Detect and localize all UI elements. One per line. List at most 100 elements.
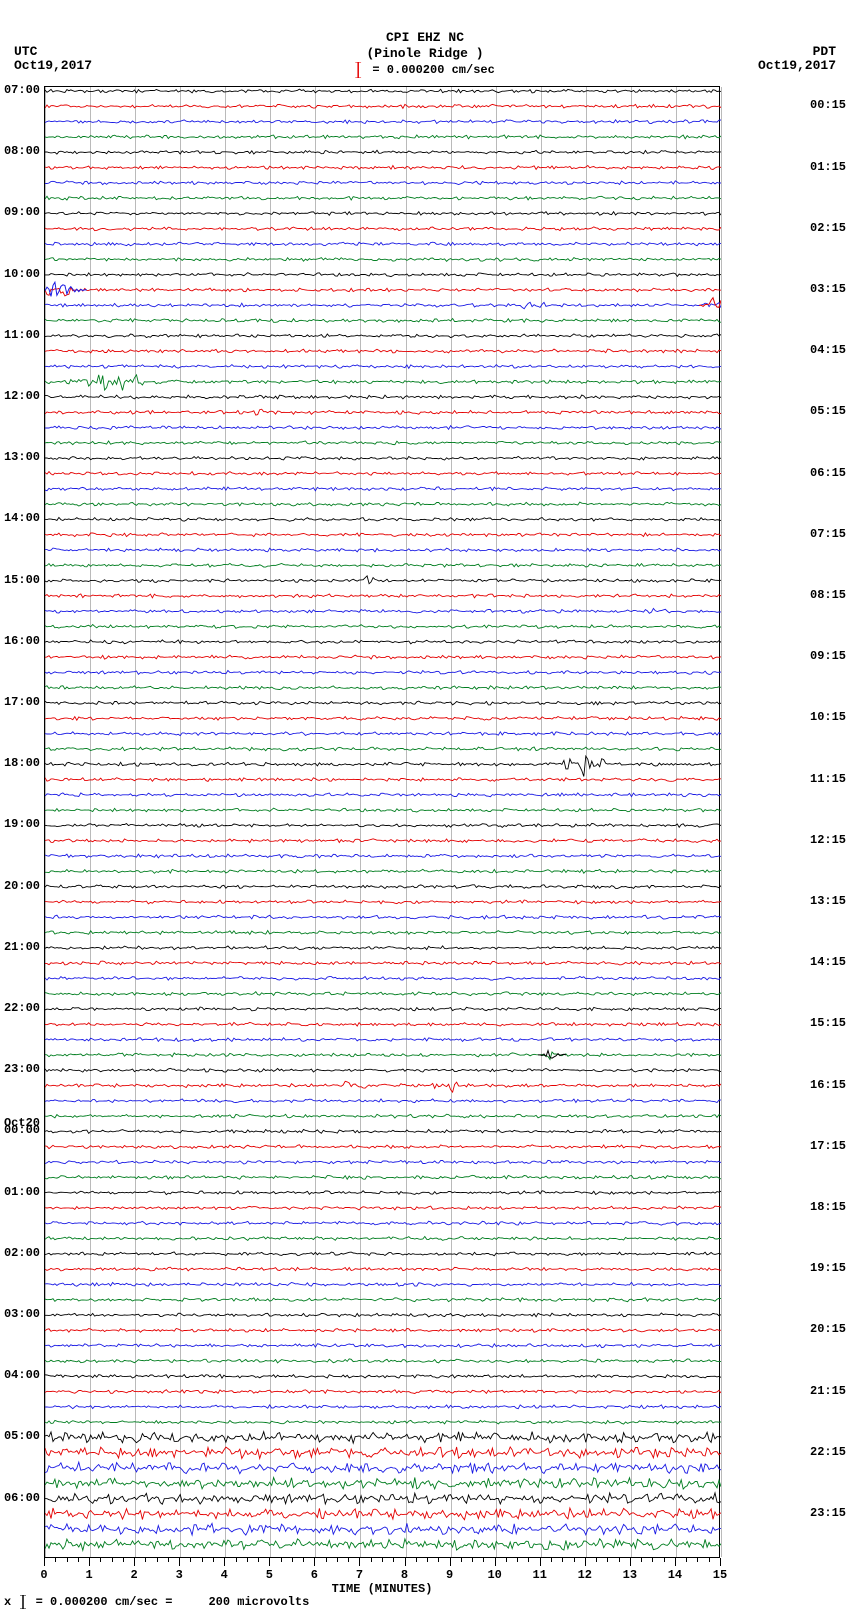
trace-row bbox=[45, 409, 721, 415]
trace-row bbox=[45, 1390, 721, 1394]
utc-hour-label: 05:00 bbox=[4, 1429, 40, 1443]
trace-row bbox=[45, 1038, 721, 1042]
utc-hour-label: 10:00 bbox=[4, 267, 40, 281]
seismogram-traces bbox=[45, 87, 721, 1559]
trace-row bbox=[45, 671, 721, 675]
trace-row bbox=[45, 227, 721, 231]
right-time-labels: 00:1501:1502:1503:1504:1505:1506:1507:15… bbox=[806, 86, 850, 1558]
utc-hour-label: 21:00 bbox=[4, 940, 40, 954]
trace-row bbox=[45, 242, 721, 246]
x-tick-major bbox=[675, 1558, 676, 1566]
x-tick-minor bbox=[562, 1558, 563, 1562]
trace-row bbox=[45, 747, 721, 751]
utc-hour-label: 16:00 bbox=[4, 634, 40, 648]
trace-row bbox=[45, 319, 721, 323]
utc-hour-label: 15:00 bbox=[4, 573, 40, 587]
utc-hour-label: 22:00 bbox=[4, 1001, 40, 1015]
scale-mark: = 0.000200 cm/sec bbox=[355, 62, 495, 78]
x-tick-minor bbox=[55, 1558, 56, 1562]
utc-hour-label: 09:00 bbox=[4, 205, 40, 219]
x-tick-minor bbox=[528, 1558, 529, 1562]
footer-prefix: x bbox=[4, 1595, 11, 1609]
pdt-hour-label: 03:15 bbox=[810, 282, 846, 296]
pdt-hour-label: 09:15 bbox=[810, 649, 846, 663]
x-tick-minor bbox=[697, 1558, 698, 1562]
pdt-hour-label: 07:15 bbox=[810, 527, 846, 541]
trace-row bbox=[45, 502, 721, 506]
x-tick-major bbox=[134, 1558, 135, 1566]
trace-row bbox=[45, 1252, 721, 1256]
pdt-hour-label: 08:15 bbox=[810, 588, 846, 602]
pdt-hour-label: 02:15 bbox=[810, 221, 846, 235]
trace-row bbox=[45, 1145, 721, 1149]
trace-row bbox=[45, 1420, 721, 1424]
trace-row bbox=[45, 778, 721, 782]
x-tick-minor bbox=[100, 1558, 101, 1562]
x-tick-major bbox=[495, 1558, 496, 1566]
x-tick-minor bbox=[247, 1558, 248, 1562]
pdt-hour-label: 17:15 bbox=[810, 1139, 846, 1153]
x-tick-label: 14 bbox=[668, 1568, 682, 1582]
x-tick-minor bbox=[281, 1558, 282, 1562]
x-tick-label: 8 bbox=[401, 1568, 408, 1582]
x-tick-minor bbox=[258, 1558, 259, 1562]
trace-row bbox=[45, 1523, 721, 1535]
trace-row bbox=[45, 181, 721, 185]
trace-row bbox=[45, 1374, 721, 1378]
utc-hour-label: 06:00 bbox=[4, 1491, 40, 1505]
utc-hour-label: 20:00 bbox=[4, 879, 40, 893]
trace-row bbox=[45, 166, 721, 170]
pdt-hour-label: 00:15 bbox=[810, 98, 846, 112]
trace-row bbox=[45, 1328, 721, 1332]
trace-row bbox=[45, 946, 721, 950]
x-tick-label: 15 bbox=[713, 1568, 727, 1582]
x-tick-minor bbox=[461, 1558, 462, 1562]
x-tick-minor bbox=[619, 1558, 620, 1562]
trace-row bbox=[45, 885, 721, 889]
x-tick-minor bbox=[709, 1558, 710, 1562]
utc-hour-label: 07:00 bbox=[4, 83, 40, 97]
trace-row bbox=[45, 365, 721, 369]
trace-row bbox=[45, 869, 721, 873]
pdt-hour-label: 18:15 bbox=[810, 1200, 846, 1214]
x-tick-minor bbox=[427, 1558, 428, 1562]
utc-hour-label: 12:00 bbox=[4, 389, 40, 403]
utc-hour-label: 23:00 bbox=[4, 1062, 40, 1076]
trace-row bbox=[45, 426, 721, 430]
x-tick-label: 5 bbox=[266, 1568, 273, 1582]
trace-row bbox=[45, 258, 721, 262]
trace-row bbox=[45, 548, 721, 552]
pdt-hour-label: 04:15 bbox=[810, 343, 846, 357]
trace-row bbox=[45, 915, 721, 919]
x-tick-minor bbox=[303, 1558, 304, 1562]
pdt-hour-label: 05:15 bbox=[810, 404, 846, 418]
x-tick-major bbox=[630, 1558, 631, 1566]
trace-row bbox=[45, 1114, 721, 1118]
footer-mid: = 0.000200 cm/sec = bbox=[36, 1595, 173, 1609]
x-tick-label: 7 bbox=[356, 1568, 363, 1582]
trace-row bbox=[45, 441, 721, 445]
x-tick-major bbox=[585, 1558, 586, 1566]
x-tick-minor bbox=[393, 1558, 394, 1562]
x-tick-label: 12 bbox=[578, 1568, 592, 1582]
trace-row bbox=[45, 1344, 721, 1348]
pdt-hour-label: 13:15 bbox=[810, 894, 846, 908]
x-tick-label: 1 bbox=[85, 1568, 92, 1582]
trace-row bbox=[45, 756, 721, 776]
trace-row bbox=[45, 716, 721, 720]
x-tick-minor bbox=[596, 1558, 597, 1562]
trace-row bbox=[45, 518, 721, 522]
x-tick-minor bbox=[551, 1558, 552, 1562]
trace-row bbox=[45, 533, 721, 537]
trace-row bbox=[45, 1508, 721, 1520]
utc-day-label: Oct20 bbox=[4, 1116, 40, 1130]
trace-row bbox=[45, 375, 721, 391]
utc-hour-label: 14:00 bbox=[4, 511, 40, 525]
x-tick-minor bbox=[292, 1558, 293, 1562]
pdt-hour-label: 15:15 bbox=[810, 1016, 846, 1030]
x-tick-minor bbox=[574, 1558, 575, 1562]
pdt-hour-label: 22:15 bbox=[810, 1445, 846, 1459]
trace-row bbox=[45, 1068, 721, 1072]
left-time-labels: 07:0008:0009:0010:0011:0012:0013:0014:00… bbox=[0, 86, 44, 1558]
trace-row bbox=[45, 1175, 721, 1179]
